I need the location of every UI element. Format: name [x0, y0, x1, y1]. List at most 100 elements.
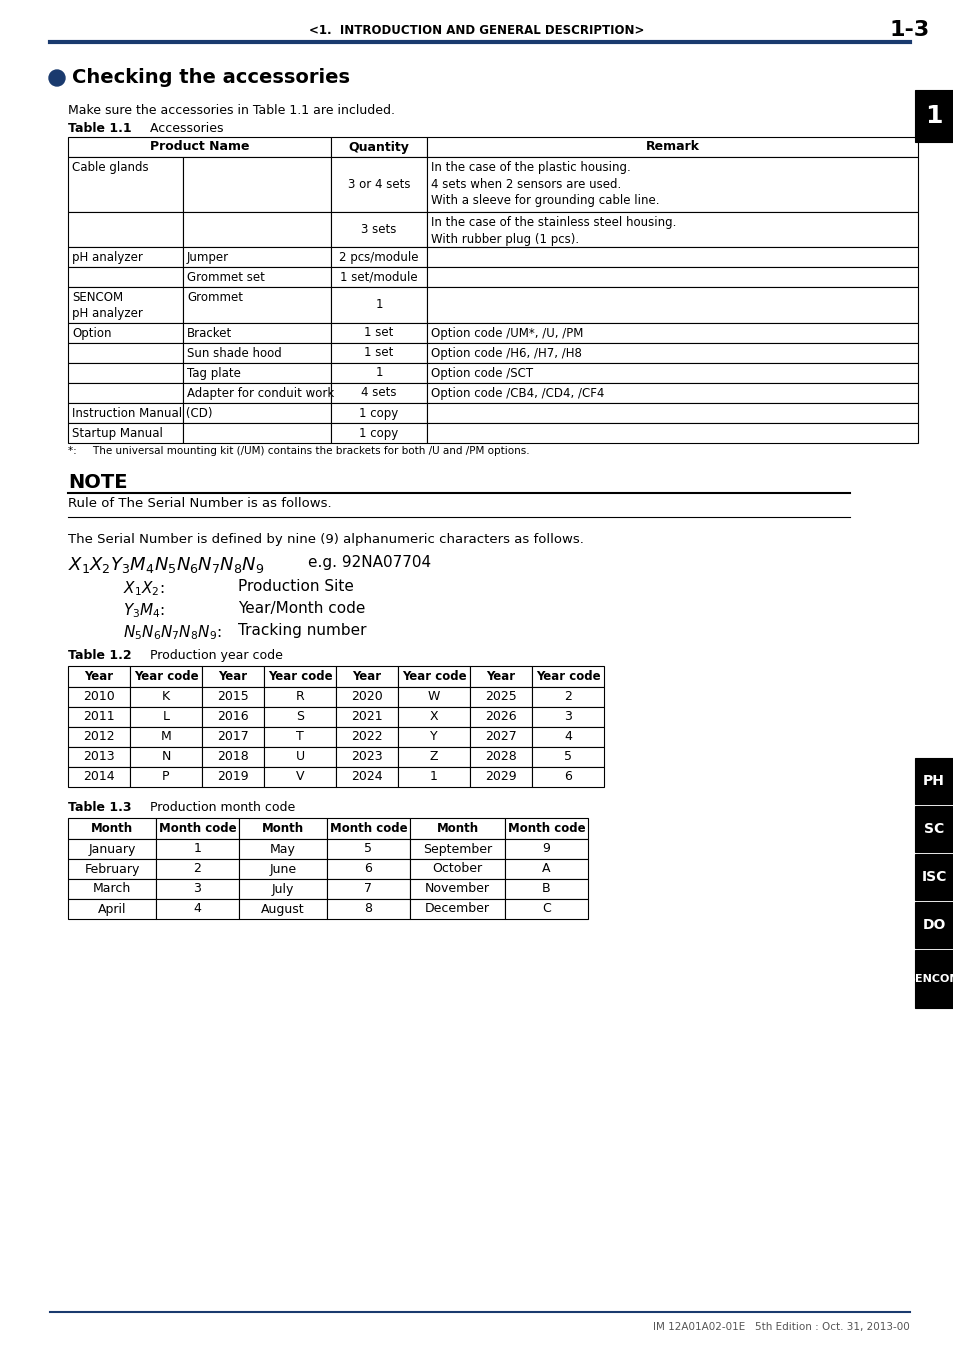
Text: 2010: 2010 — [83, 690, 114, 703]
Text: Option code /H6, /H7, /H8: Option code /H6, /H7, /H8 — [431, 347, 581, 360]
Text: Production Site: Production Site — [237, 579, 354, 594]
Bar — [470, 747, 532, 767]
Bar — [427, 157, 917, 212]
Bar — [202, 767, 264, 787]
Text: N: N — [161, 751, 171, 764]
Bar — [68, 728, 130, 747]
Bar — [183, 323, 331, 343]
Bar — [202, 687, 264, 707]
Text: Grommet set: Grommet set — [187, 271, 265, 284]
Text: August: August — [261, 903, 305, 915]
Bar — [335, 767, 397, 787]
Bar — [130, 687, 202, 707]
Bar — [183, 247, 331, 267]
Text: 2029: 2029 — [485, 771, 517, 783]
Text: Year code: Year code — [268, 670, 332, 683]
Bar — [331, 247, 427, 267]
Bar — [331, 404, 427, 423]
Text: 2021: 2021 — [351, 710, 382, 724]
Text: In the case of the plastic housing.
4 sets when 2 sensors are used.
With a sleev: In the case of the plastic housing. 4 se… — [431, 161, 659, 207]
Text: Production year code: Production year code — [118, 649, 283, 662]
Text: Adapter for conduit work: Adapter for conduit work — [187, 387, 334, 400]
Text: Checking the accessories: Checking the accessories — [71, 68, 350, 86]
Bar — [335, 728, 397, 747]
Bar — [914, 806, 953, 852]
Bar — [914, 950, 953, 1008]
Bar — [331, 383, 427, 404]
Text: Year code: Year code — [536, 670, 599, 683]
Bar — [68, 767, 130, 787]
Text: SENCOM: SENCOM — [906, 973, 953, 984]
Text: NOTE: NOTE — [68, 472, 128, 491]
Bar — [327, 899, 410, 919]
Text: SC: SC — [923, 822, 943, 836]
Text: 1 copy: 1 copy — [359, 406, 398, 420]
Bar — [202, 666, 264, 687]
Bar — [532, 666, 603, 687]
Text: Quantity: Quantity — [348, 140, 409, 154]
Text: 2 pcs/module: 2 pcs/module — [339, 251, 418, 263]
Text: June: June — [269, 863, 296, 876]
Text: Table 1.1: Table 1.1 — [68, 122, 132, 135]
Bar — [470, 687, 532, 707]
Bar — [427, 288, 917, 323]
Text: 2020: 2020 — [351, 690, 382, 703]
Bar — [331, 212, 427, 247]
Bar — [410, 838, 504, 859]
Text: SENCOM
pH analyzer: SENCOM pH analyzer — [71, 292, 143, 320]
Bar — [68, 383, 183, 404]
Bar — [427, 363, 917, 383]
Bar — [130, 747, 202, 767]
Text: $X_1X_2$:: $X_1X_2$: — [123, 579, 164, 598]
Text: 2025: 2025 — [485, 690, 517, 703]
Bar — [68, 363, 183, 383]
Bar — [183, 423, 331, 443]
Bar — [130, 728, 202, 747]
Bar — [202, 747, 264, 767]
Text: July: July — [272, 883, 294, 895]
Text: The Serial Number is defined by nine (9) alphanumeric characters as follows.: The Serial Number is defined by nine (9)… — [68, 533, 583, 545]
Bar — [427, 383, 917, 404]
Text: W: W — [427, 690, 439, 703]
Bar — [914, 855, 953, 900]
Bar — [331, 288, 427, 323]
Bar — [239, 818, 327, 838]
Text: 2024: 2024 — [351, 771, 382, 783]
Bar — [335, 666, 397, 687]
Bar — [331, 343, 427, 363]
Bar — [532, 707, 603, 728]
Bar — [914, 757, 953, 805]
Bar — [68, 707, 130, 728]
Text: 2: 2 — [563, 690, 572, 703]
Bar — [68, 747, 130, 767]
Bar — [532, 747, 603, 767]
Bar — [327, 879, 410, 899]
Bar — [183, 363, 331, 383]
Text: 1: 1 — [430, 771, 437, 783]
Text: 2017: 2017 — [217, 730, 249, 744]
Bar — [532, 728, 603, 747]
Text: Product Name: Product Name — [150, 140, 249, 154]
Text: $Y_3M_4$:: $Y_3M_4$: — [123, 601, 165, 620]
Text: 2014: 2014 — [83, 771, 114, 783]
Text: October: October — [432, 863, 482, 876]
Bar — [331, 267, 427, 288]
Text: DO: DO — [922, 918, 944, 932]
Text: 3 or 4 sets: 3 or 4 sets — [348, 178, 410, 190]
Bar — [331, 157, 427, 212]
Bar — [183, 404, 331, 423]
Text: 2013: 2013 — [83, 751, 114, 764]
Bar — [470, 728, 532, 747]
Text: 3: 3 — [193, 883, 201, 895]
Bar — [470, 767, 532, 787]
Text: R: R — [295, 690, 304, 703]
Text: May: May — [270, 842, 295, 856]
Bar — [183, 157, 331, 212]
Text: Month code: Month code — [330, 822, 407, 836]
Bar — [504, 859, 587, 879]
Bar — [239, 859, 327, 879]
Text: Z: Z — [429, 751, 437, 764]
Text: Table 1.2: Table 1.2 — [68, 649, 132, 662]
Text: 2011: 2011 — [83, 710, 114, 724]
Text: Year: Year — [85, 670, 113, 683]
